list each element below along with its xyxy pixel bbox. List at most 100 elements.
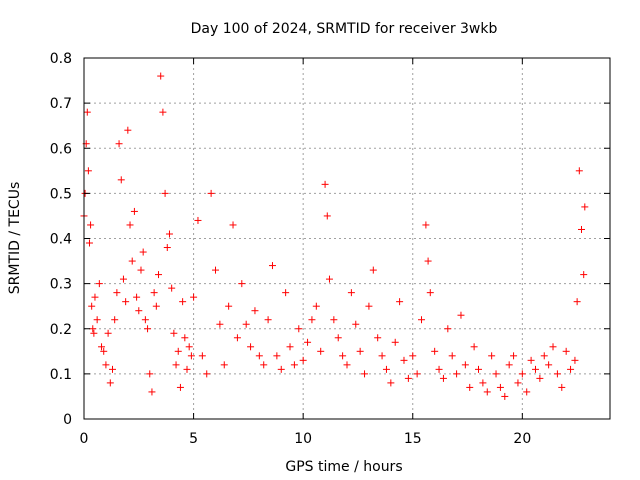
data-point — [85, 239, 93, 247]
data-point — [325, 275, 333, 283]
data-point — [549, 343, 557, 351]
x-tick-label: 10 — [294, 431, 312, 447]
data-point — [545, 361, 553, 369]
data-point — [251, 307, 259, 315]
data-point — [527, 356, 535, 364]
data-point — [483, 388, 491, 396]
data-point — [304, 338, 312, 346]
data-point — [95, 280, 103, 288]
data-point — [264, 316, 272, 324]
data-point — [98, 343, 106, 351]
data-point — [424, 257, 432, 265]
data-point — [126, 221, 134, 229]
data-point — [536, 374, 544, 382]
data-point — [453, 370, 461, 378]
y-tick-labels: 0 0.1 0.2 0.3 0.4 0.5 0.6 0.7 0.8 — [50, 51, 72, 428]
data-point — [168, 284, 176, 292]
data-point — [100, 347, 108, 355]
data-point — [194, 216, 202, 224]
x-tick-label: 20 — [513, 431, 531, 447]
data-point — [124, 126, 132, 134]
data-point — [268, 262, 276, 270]
data-point — [578, 225, 586, 233]
data-point — [119, 275, 127, 283]
data-point — [190, 293, 198, 301]
data-point — [571, 356, 579, 364]
data-point — [581, 203, 589, 211]
data-point — [365, 302, 373, 310]
data-point — [198, 352, 206, 360]
data-point — [286, 343, 294, 351]
y-tick-label: 0.5 — [50, 186, 72, 202]
data-point — [225, 302, 233, 310]
data-point — [176, 383, 184, 391]
data-point — [343, 361, 351, 369]
data-point — [83, 108, 91, 116]
y-tick-label: 0.3 — [50, 277, 72, 293]
data-point — [492, 370, 500, 378]
data-point — [183, 365, 191, 373]
data-points — [80, 72, 589, 400]
data-point — [523, 388, 531, 396]
data-point — [133, 293, 141, 301]
data-point — [435, 365, 443, 373]
data-point — [170, 329, 178, 337]
y-tick-label: 0.2 — [50, 322, 72, 338]
data-point — [212, 266, 219, 274]
data-point — [400, 356, 408, 364]
data-point — [216, 320, 224, 328]
data-point — [247, 343, 255, 351]
data-point — [90, 329, 98, 337]
data-point — [361, 370, 369, 378]
data-point — [260, 361, 268, 369]
data-point — [479, 379, 487, 387]
data-point — [580, 271, 588, 279]
data-point — [242, 320, 250, 328]
data-point — [106, 379, 114, 387]
data-point — [220, 361, 228, 369]
data-point — [518, 370, 526, 378]
data-point — [91, 293, 99, 301]
data-point — [347, 289, 355, 297]
data-point — [111, 316, 119, 324]
data-point — [185, 343, 193, 351]
data-point — [308, 316, 316, 324]
data-point — [413, 370, 421, 378]
data-point — [113, 289, 121, 297]
data-point — [444, 325, 452, 333]
data-point — [87, 221, 95, 229]
y-tick-label: 0.1 — [50, 367, 72, 383]
data-point — [108, 365, 116, 373]
x-tick-label: 15 — [404, 431, 422, 447]
data-point — [496, 383, 504, 391]
data-point — [426, 289, 434, 297]
x-tick-label: 0 — [80, 431, 89, 447]
data-point — [181, 334, 189, 342]
data-point — [174, 347, 182, 355]
data-point — [159, 108, 167, 116]
data-point — [396, 298, 404, 306]
data-point — [514, 379, 522, 387]
x-axis-title: GPS time / hours — [285, 459, 402, 475]
data-point — [187, 352, 195, 360]
y-axis-title: SRMTID / TECUs — [7, 182, 23, 295]
data-point — [575, 167, 583, 175]
data-point — [141, 316, 149, 324]
data-point — [352, 320, 360, 328]
axis-ticks — [83, 57, 610, 420]
data-point — [505, 361, 513, 369]
data-point — [273, 352, 281, 360]
y-tick-label: 0 — [63, 412, 72, 428]
data-point — [431, 347, 439, 355]
data-point — [150, 289, 158, 297]
data-point — [122, 298, 130, 306]
data-point — [334, 334, 342, 342]
data-point — [387, 379, 395, 387]
data-point — [163, 244, 171, 252]
data-point — [321, 180, 329, 188]
data-point — [229, 221, 237, 229]
data-point — [148, 388, 156, 396]
data-point — [470, 343, 478, 351]
data-point — [233, 334, 241, 342]
data-point — [409, 352, 417, 360]
